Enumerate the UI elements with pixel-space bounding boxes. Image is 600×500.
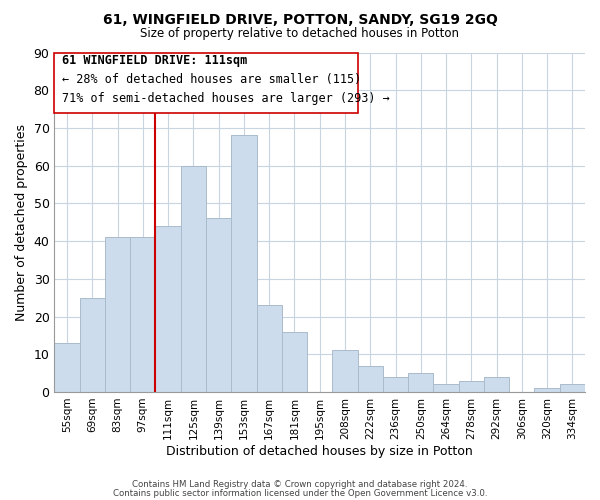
Text: Contains public sector information licensed under the Open Government Licence v3: Contains public sector information licen… — [113, 490, 487, 498]
Bar — [282, 332, 307, 392]
Bar — [560, 384, 585, 392]
Bar — [155, 226, 181, 392]
Bar — [383, 377, 408, 392]
Bar — [130, 238, 155, 392]
Bar — [484, 377, 509, 392]
Text: 71% of semi-detached houses are larger (293) →: 71% of semi-detached houses are larger (… — [62, 92, 390, 105]
Text: 61, WINGFIELD DRIVE, POTTON, SANDY, SG19 2GQ: 61, WINGFIELD DRIVE, POTTON, SANDY, SG19… — [103, 12, 497, 26]
Bar — [181, 166, 206, 392]
Bar — [105, 238, 130, 392]
Text: ← 28% of detached houses are smaller (115): ← 28% of detached houses are smaller (11… — [62, 73, 361, 86]
Bar — [433, 384, 458, 392]
Bar — [80, 298, 105, 392]
Y-axis label: Number of detached properties: Number of detached properties — [15, 124, 28, 320]
Bar — [55, 343, 80, 392]
Bar — [535, 388, 560, 392]
Bar — [206, 218, 231, 392]
X-axis label: Distribution of detached houses by size in Potton: Distribution of detached houses by size … — [166, 444, 473, 458]
Bar — [358, 366, 383, 392]
Bar — [332, 350, 358, 392]
Bar — [257, 305, 282, 392]
Text: 61 WINGFIELD DRIVE: 111sqm: 61 WINGFIELD DRIVE: 111sqm — [62, 54, 247, 68]
FancyBboxPatch shape — [55, 52, 358, 113]
Bar — [231, 136, 257, 392]
Bar — [458, 380, 484, 392]
Text: Contains HM Land Registry data © Crown copyright and database right 2024.: Contains HM Land Registry data © Crown c… — [132, 480, 468, 489]
Bar — [408, 373, 433, 392]
Text: Size of property relative to detached houses in Potton: Size of property relative to detached ho… — [140, 28, 460, 40]
